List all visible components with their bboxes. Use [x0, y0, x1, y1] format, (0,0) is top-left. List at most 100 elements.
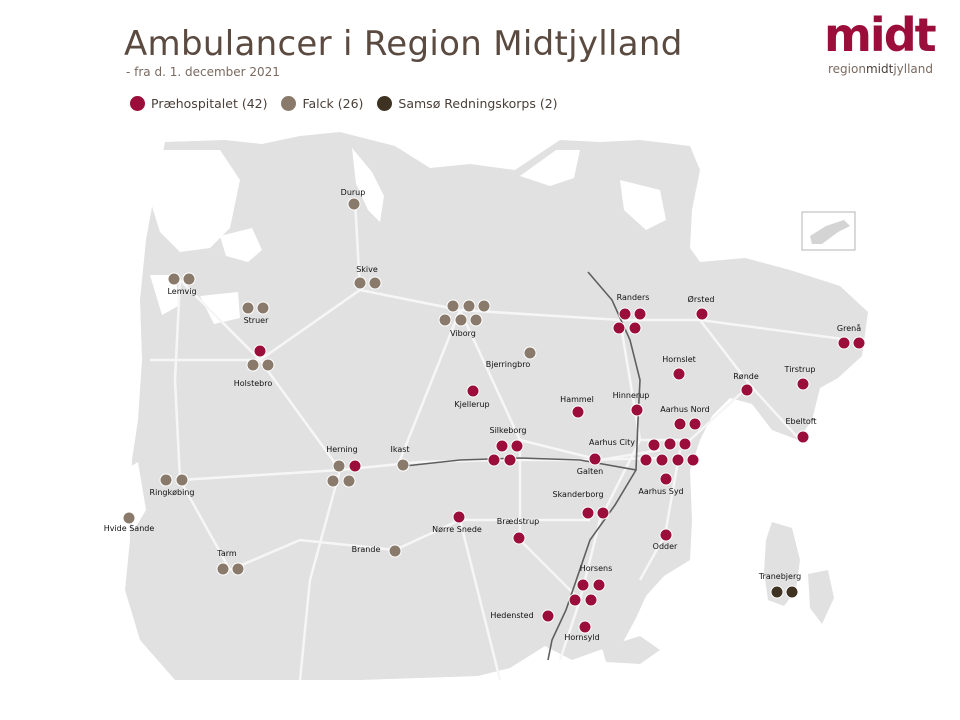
- ambulance-marker-aarhus-syd-2: [686, 453, 700, 467]
- place-labels: Durup Skive Lemvig Struer Holstebro Viborg Bje…: [104, 188, 861, 642]
- legend-label-praehospitalet: Præhospitalet (42): [151, 96, 268, 111]
- ambulance-marker-holstebro-2: [246, 358, 260, 372]
- legend-label-samso: Samsø Redningskorps (2): [398, 96, 558, 111]
- logo-sub-mid: midt: [865, 62, 894, 76]
- legend-dot-falck: [281, 96, 297, 111]
- ambulance-marker-horsens-2: [592, 578, 606, 592]
- ambulance-marker-randers-1: [618, 307, 632, 321]
- place-label-hornsyld: Hornsyld: [564, 633, 599, 642]
- ambulance-marker-tarm-1: [216, 562, 230, 576]
- ambulance-marker-grenaa-1: [837, 336, 851, 350]
- place-label-randers: Randers: [617, 293, 650, 302]
- ambulance-marker-aarhus-city-3: [678, 437, 692, 451]
- place-label-skanderborg: Skanderborg: [552, 490, 603, 499]
- ambulance-marker-odder-1: [659, 528, 673, 542]
- place-label-viborg: Viborg: [450, 329, 476, 338]
- logo-word: midt: [824, 8, 937, 62]
- logo-sub-suffix: jylland: [893, 62, 933, 76]
- ambulance-marker-viborg-2: [462, 299, 476, 313]
- place-label-lemvig: Lemvig: [167, 287, 196, 296]
- ambulance-marker-skive-2: [368, 276, 382, 290]
- ambulance-marker-randers-2: [633, 307, 647, 321]
- ambulance-marker-oersted-1: [695, 307, 709, 321]
- ambulance-marker-kjellerup-1: [466, 384, 480, 398]
- ambulance-marker-viborg-5: [454, 313, 468, 327]
- ambulance-marker-braedstrup-1: [512, 531, 526, 545]
- ambulance-marker-silkeborg-2: [510, 439, 524, 453]
- place-label-hedensted: Hedensted: [490, 611, 533, 620]
- ambulance-marker-hvide-sande-1: [122, 511, 136, 525]
- ambulance-marker-lemvig-2: [182, 272, 196, 286]
- place-label-tirstrup: Tirstrup: [784, 365, 816, 374]
- place-label-tranebjerg: Tranebjerg: [758, 572, 801, 581]
- ambulance-marker-roende-1: [740, 383, 754, 397]
- place-label-herning: Herning: [326, 445, 358, 454]
- ambulance-marker-hedensted-1: [541, 609, 555, 623]
- place-label-aarhus-syd: Aarhus Syd: [638, 487, 683, 496]
- ambulance-marker-horsens-3: [568, 593, 582, 607]
- logo-subtitle: regionmidtjylland: [828, 62, 933, 76]
- ambulance-marker-aarhus-city-5: [655, 453, 669, 467]
- legend-dot-praehospitalet: [130, 96, 145, 111]
- ambulance-marker-holstebro-3: [261, 358, 275, 372]
- ambulance-marker-galten-1: [588, 452, 602, 466]
- ambulance-marker-viborg-3: [477, 299, 491, 313]
- ambulance-marker-aarhus-city-2: [663, 437, 677, 451]
- ambulance-marker-tarm-2: [231, 562, 245, 576]
- ambulance-marker-ikast-1: [396, 458, 410, 472]
- place-label-galten: Galten: [577, 467, 603, 476]
- place-label-oersted: Ørsted: [688, 294, 715, 304]
- ambulance-marker-horsens-4: [584, 593, 598, 607]
- page-subtitle: - fra d. 1. december 2021: [126, 65, 280, 79]
- legend-item-falck: Falck (26): [281, 96, 363, 111]
- place-label-hvide-sande: Hvide Sande: [104, 524, 155, 533]
- ambulance-marker-ebeltoft-1: [796, 430, 810, 444]
- legend-item-samso: Samsø Redningskorps (2): [377, 96, 558, 111]
- place-label-durup: Durup: [341, 188, 366, 197]
- ambulance-marker-silkeborg-4: [503, 453, 517, 467]
- ambulance-marker-herning-2: [332, 459, 346, 473]
- ambulance-marker-noerre-snede-1: [452, 510, 466, 524]
- land-area: [125, 132, 868, 680]
- ambulance-marker-herning-4: [342, 474, 356, 488]
- place-label-ikast: Ikast: [390, 445, 409, 454]
- ambulance-marker-ringkoebing-1: [159, 473, 173, 487]
- place-label-hammel: Hammel: [560, 395, 594, 404]
- ambulance-marker-silkeborg-3: [487, 453, 501, 467]
- ambulance-marker-aarhus-city-6: [671, 453, 685, 467]
- place-label-roende: Rønde: [733, 372, 759, 381]
- place-label-tarm: Tarm: [216, 549, 237, 558]
- place-label-horsens: Horsens: [580, 564, 613, 573]
- place-label-skive: Skive: [356, 265, 378, 274]
- ambulance-marker-herning-1: [348, 459, 362, 473]
- ambulance-marker-viborg-4: [438, 313, 452, 327]
- ambulance-marker-grenaa-2: [852, 336, 866, 350]
- place-label-brande: Brande: [352, 545, 381, 554]
- ambulance-marker-randers-3: [612, 321, 626, 335]
- legend: Præhospitalet (42) Falck (26) Samsø Redn…: [130, 96, 558, 111]
- ambulance-marker-brande-1: [388, 544, 402, 558]
- place-label-hornslet: Hornslet: [662, 355, 696, 364]
- ambulance-marker-aarhus-city-4: [639, 453, 653, 467]
- legend-dot-samso: [377, 96, 393, 111]
- place-label-grenaa: Grenå: [837, 323, 861, 333]
- ambulance-markers: [122, 197, 866, 634]
- ambulance-marker-aarhus-nord-2: [688, 417, 702, 431]
- place-label-noerre-snede: Nørre Snede: [432, 525, 482, 534]
- place-label-ringkoebing: Ringkøbing: [150, 488, 195, 497]
- place-label-kjellerup: Kjellerup: [454, 400, 489, 409]
- ambulance-marker-bjerringbro-1: [523, 346, 537, 360]
- ambulance-marker-lemvig-1: [167, 272, 181, 286]
- ambulance-marker-hornsyld-1: [578, 620, 592, 634]
- ambulance-marker-skive-1: [353, 276, 367, 290]
- place-label-silkeborg: Silkeborg: [490, 426, 527, 435]
- ambulance-marker-aarhus-nord-1: [673, 417, 687, 431]
- ambulance-marker-struer-2: [256, 301, 270, 315]
- ambulance-marker-horsens-1: [576, 578, 590, 592]
- logo-sub-prefix: region: [828, 62, 866, 76]
- place-label-struer: Struer: [244, 316, 269, 325]
- ambulance-marker-viborg-6: [469, 313, 483, 327]
- ambulance-marker-durup-1: [347, 197, 361, 211]
- ambulance-marker-hinnerup-1: [630, 403, 644, 417]
